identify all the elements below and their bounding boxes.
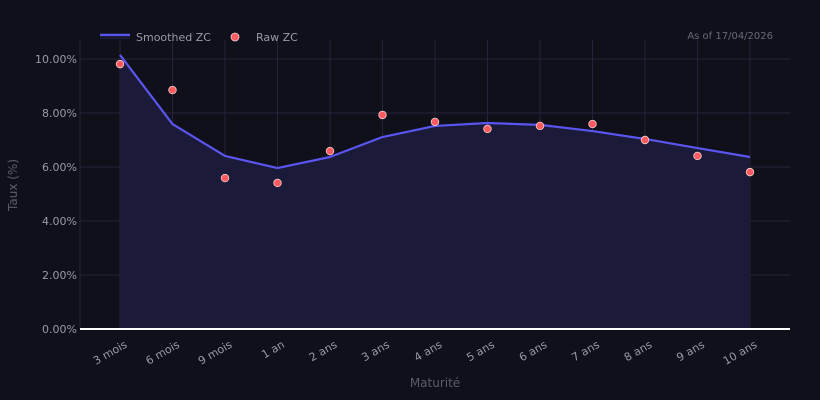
x-tick-label: 8 ans [622, 338, 655, 364]
smoothed-area-fill [120, 54, 750, 329]
y-tick-label: 4.00% [42, 215, 77, 228]
x-tick-label: 3 mois [91, 338, 130, 368]
y-tick-label: 10.00% [35, 53, 77, 66]
x-tick-label: 9 ans [674, 338, 707, 364]
raw-zc-point[interactable] [588, 119, 597, 129]
raw-zc-point[interactable] [483, 124, 492, 134]
raw-zc-point[interactable] [325, 146, 335, 156]
legend-label-raw: Raw ZC [256, 31, 298, 44]
x-axis-title: Maturité [410, 376, 460, 390]
raw-zc-point[interactable] [273, 178, 282, 188]
as-of-date: As of 17/04/2026 [687, 31, 773, 42]
raw-zc-markers [115, 59, 755, 188]
x-tick-label: 6 mois [144, 338, 183, 368]
x-tick-label: 10 ans [721, 338, 760, 368]
legend-item-raw[interactable]: Raw ZC [230, 31, 298, 44]
raw-zc-point[interactable] [640, 135, 650, 145]
raw-zc-point[interactable] [220, 173, 230, 183]
y-tick-label: 0.00% [42, 323, 77, 336]
legend-item-smoothed[interactable]: Smoothed ZC [100, 31, 211, 44]
x-tick-label: 2 ans [307, 338, 340, 364]
legend-label-smoothed: Smoothed ZC [136, 31, 211, 44]
raw-zc-point[interactable] [430, 117, 440, 127]
x-tick-label: 3 ans [359, 338, 392, 364]
y-axis-title: Taux (%) [6, 159, 20, 212]
raw-zc-point[interactable] [745, 167, 755, 177]
y-tick-label: 8.00% [42, 107, 77, 120]
legend: Smoothed ZC Raw ZC [100, 31, 298, 44]
x-tick-label: 5 ans [464, 338, 497, 364]
x-tick-label: 4 ans [412, 338, 445, 364]
y-tick-label: 6.00% [42, 161, 77, 174]
x-tick-label: 1 an [259, 338, 286, 361]
raw-zc-point[interactable] [115, 59, 125, 69]
y-tick-label: 2.00% [42, 269, 77, 282]
legend-area-swatch [100, 36, 130, 39]
raw-zc-point[interactable] [378, 110, 387, 120]
raw-zc-point[interactable] [535, 121, 545, 131]
x-axis-ticks: 3 mois 6 mois 9 mois 1 an 2 ans 3 ans 4 ans 5 a… [91, 338, 760, 368]
raw-zc-point[interactable] [168, 85, 177, 95]
x-tick-label: 9 mois [196, 338, 235, 368]
legend-marker-icon [230, 32, 240, 42]
x-tick-label: 7 ans [569, 338, 602, 364]
y-axis-ticks: 0.00% 2.00% 4.00% 6.00% 8.00% 10.00% [35, 53, 77, 336]
x-tick-label: 6 ans [517, 338, 550, 364]
raw-zc-point[interactable] [693, 151, 702, 161]
